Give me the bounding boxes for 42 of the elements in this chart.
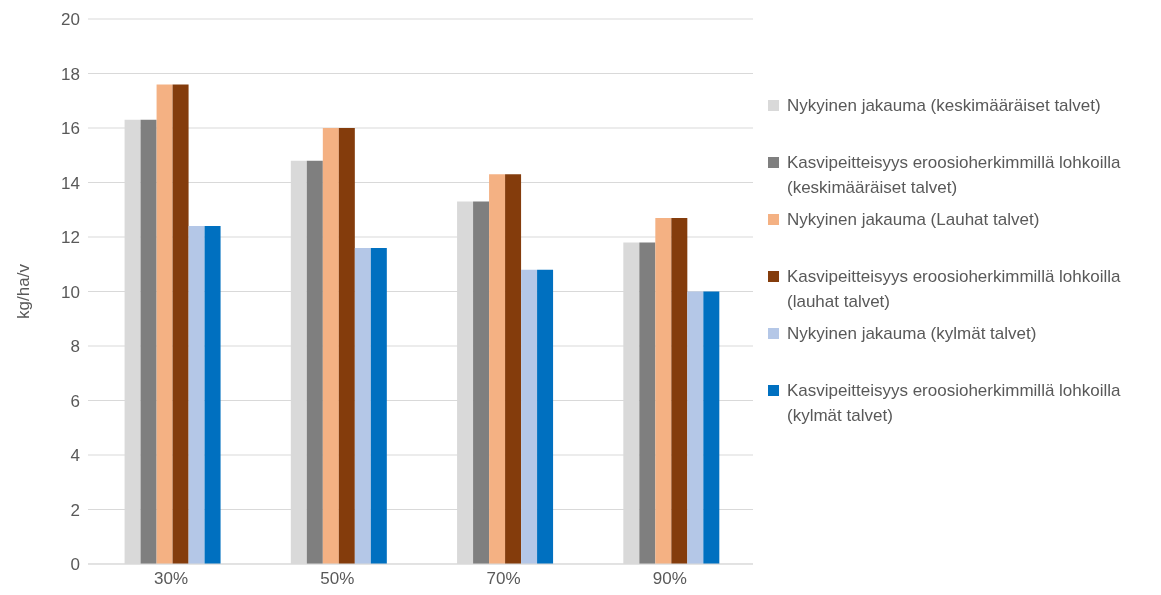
bar — [703, 291, 720, 564]
x-tick-label: 90% — [652, 569, 687, 589]
legend-label: Nykyinen jakauma (keskimääräiset talvet) — [787, 95, 1101, 117]
legend-label: Kasvipeitteisyys eroosioherkimmillä lohkoilla (keskimääräiset talvet) — [787, 152, 1122, 199]
y-tick-label: 14 — [61, 173, 80, 193]
bar — [505, 174, 522, 564]
bar — [204, 226, 221, 564]
bar — [521, 269, 538, 564]
legend-label: Kasvipeitteisyys eroosioherkimmillä lohkoilla (kylmät talvet) — [787, 380, 1122, 427]
y-tick-label: 10 — [61, 282, 80, 302]
y-tick-label: 20 — [61, 10, 80, 30]
bar — [156, 84, 173, 564]
y-tick-label: 4 — [70, 446, 80, 466]
bar — [370, 247, 387, 564]
bar — [322, 128, 339, 564]
y-tick-label: 18 — [61, 64, 80, 84]
y-tick-label: 16 — [61, 119, 80, 139]
y-tick-label: 2 — [70, 500, 80, 520]
x-tick-label: 70% — [486, 569, 521, 589]
bar — [140, 119, 157, 564]
y-tick-label: 8 — [70, 337, 80, 357]
bar — [687, 291, 704, 564]
legend-label: Nykyinen jakauma (Lauhat talvet) — [787, 209, 1040, 231]
bar — [188, 226, 205, 564]
bar — [671, 217, 688, 564]
bar — [639, 242, 656, 564]
y-tick-label: 12 — [61, 228, 80, 248]
y-tick-label: 6 — [70, 391, 80, 411]
bar — [489, 174, 506, 564]
bar — [172, 84, 189, 564]
y-axis-title: kg/ha/v — [14, 263, 34, 319]
x-tick-label: 30% — [154, 569, 189, 589]
y-tick-label: 0 — [70, 555, 80, 575]
x-tick-label: 50% — [320, 569, 355, 589]
bar — [655, 217, 672, 564]
legend-label: Kasvipeitteisyys eroosioherkimmillä lohkoilla (lauhat talvet) — [787, 266, 1122, 313]
legend-label: Nykyinen jakauma (kylmät talvet) — [787, 323, 1037, 345]
bar — [306, 160, 323, 564]
bar — [354, 247, 371, 564]
bar — [537, 269, 554, 564]
bar — [473, 201, 490, 564]
bar — [338, 128, 355, 564]
